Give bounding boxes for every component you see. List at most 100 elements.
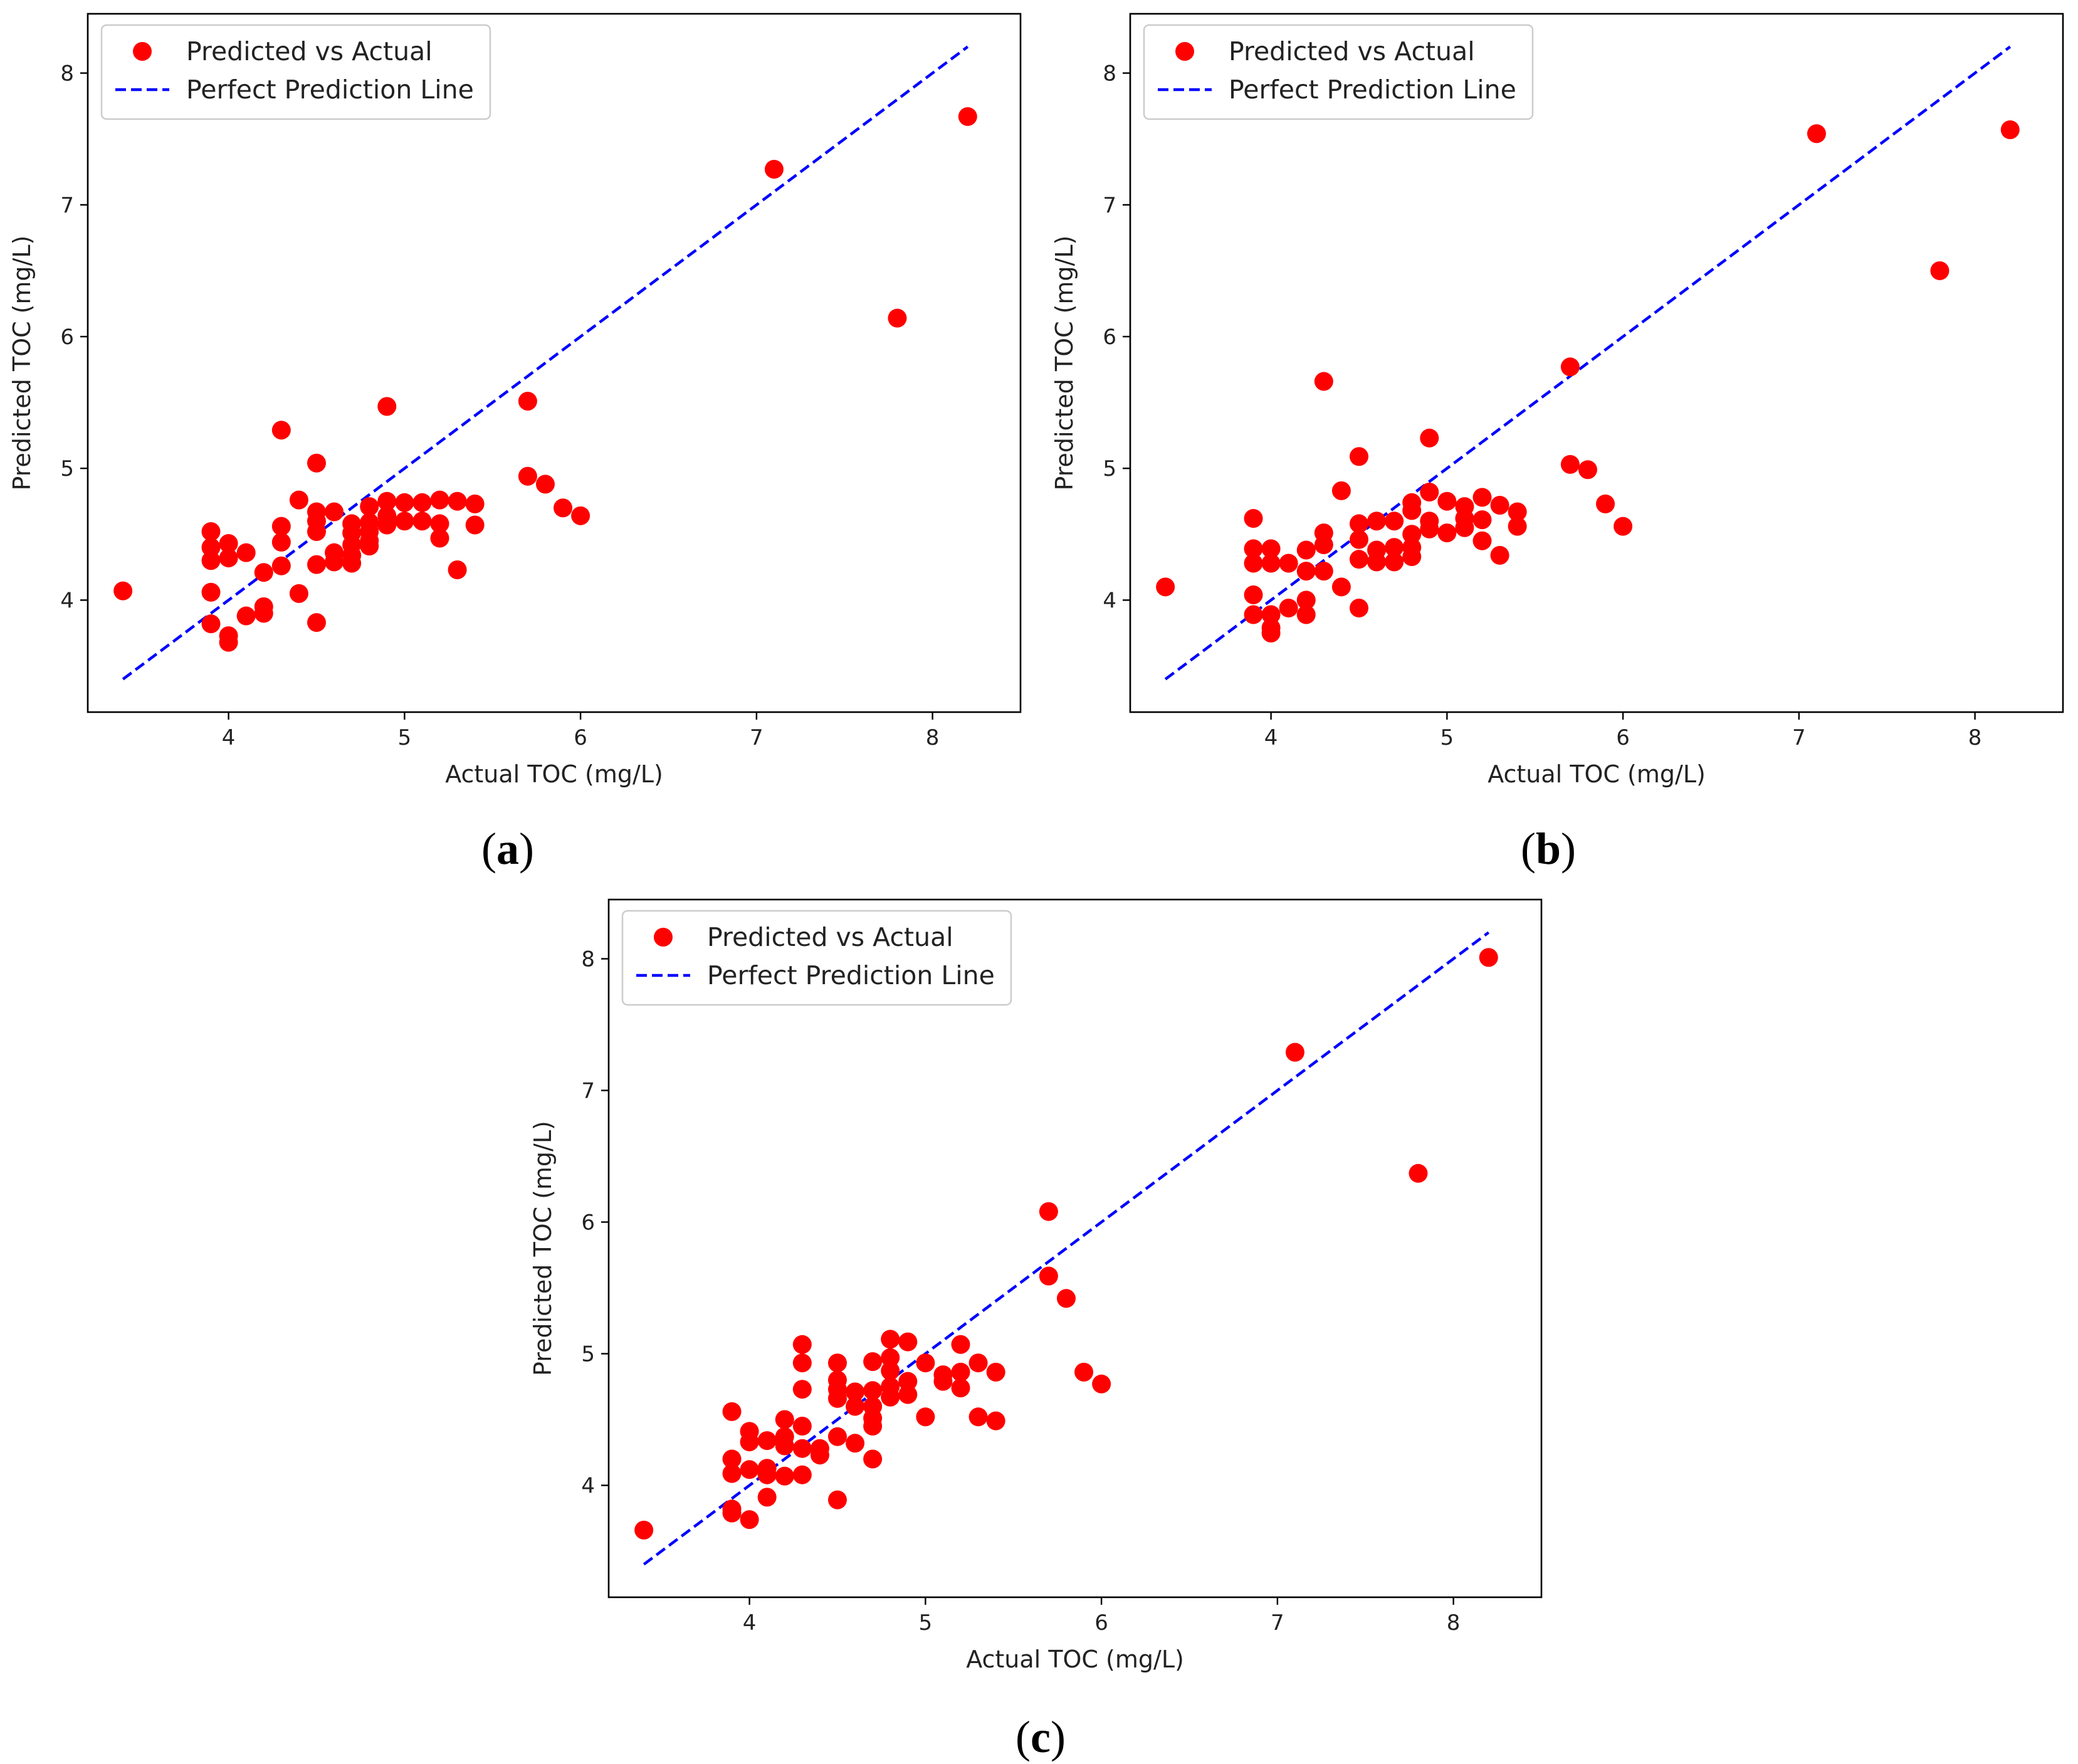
y-tick-label: 5 bbox=[581, 1342, 595, 1367]
data-point bbox=[764, 160, 784, 179]
data-point bbox=[1039, 1266, 1058, 1286]
data-point bbox=[846, 1382, 865, 1402]
data-point bbox=[1296, 562, 1316, 581]
data-point bbox=[1314, 535, 1333, 555]
data-point bbox=[1296, 605, 1316, 624]
data-point bbox=[1367, 512, 1387, 531]
data-point bbox=[958, 107, 977, 126]
panel-letter: b bbox=[1536, 824, 1561, 874]
data-point bbox=[1314, 562, 1333, 581]
x-tick-label: 7 bbox=[1792, 725, 1806, 750]
data-point bbox=[1261, 539, 1281, 559]
data-point bbox=[113, 581, 133, 601]
data-point bbox=[863, 1381, 883, 1400]
y-tick-label: 8 bbox=[581, 947, 595, 972]
data-point bbox=[933, 1372, 953, 1391]
data-point bbox=[1508, 517, 1527, 536]
data-point bbox=[1420, 428, 1439, 448]
y-tick-label: 5 bbox=[1103, 456, 1116, 481]
data-point bbox=[810, 1446, 829, 1465]
panel-caption: (b) bbox=[1521, 824, 1576, 874]
panel-letter: a bbox=[496, 824, 519, 874]
data-point bbox=[827, 1389, 847, 1408]
data-point bbox=[430, 528, 449, 548]
data-point bbox=[201, 614, 221, 634]
data-point bbox=[535, 475, 555, 494]
y-tick-label: 8 bbox=[1103, 61, 1116, 87]
data-point bbox=[740, 1432, 759, 1452]
data-point bbox=[1056, 1289, 1076, 1308]
data-point bbox=[1331, 577, 1351, 597]
data-point bbox=[325, 552, 344, 572]
data-point bbox=[740, 1510, 759, 1530]
data-point bbox=[792, 1353, 812, 1373]
plot-frame bbox=[87, 13, 1022, 713]
data-point bbox=[968, 1353, 988, 1373]
data-point bbox=[307, 555, 326, 574]
legend-box bbox=[621, 910, 1012, 1006]
x-tick-label: 4 bbox=[743, 1610, 757, 1635]
data-point bbox=[846, 1434, 865, 1453]
data-point bbox=[1508, 502, 1527, 522]
data-point bbox=[1285, 1042, 1304, 1062]
data-point bbox=[1614, 517, 1633, 536]
data-point bbox=[792, 1417, 812, 1436]
data-point bbox=[1472, 531, 1492, 550]
panel-caption: (a) bbox=[481, 824, 534, 874]
y-axis-label: Predicted TOC (mg/L) bbox=[529, 1121, 557, 1376]
data-point bbox=[846, 1397, 865, 1416]
data-point bbox=[757, 1431, 777, 1451]
data-point bbox=[1261, 623, 1281, 643]
x-tick-label: 6 bbox=[1094, 1610, 1108, 1635]
data-point bbox=[307, 453, 326, 473]
data-point bbox=[1092, 1374, 1111, 1394]
y-tick-label: 4 bbox=[1103, 588, 1116, 613]
data-point bbox=[1349, 447, 1368, 466]
data-point bbox=[430, 514, 449, 533]
x-tick-label: 8 bbox=[1447, 1610, 1461, 1635]
x-tick-label: 4 bbox=[222, 725, 236, 750]
legend-marker-points bbox=[654, 928, 673, 947]
legend-marker-points bbox=[1175, 42, 1194, 61]
panel-caption: (c) bbox=[1015, 1712, 1066, 1762]
x-tick-label: 7 bbox=[750, 725, 764, 750]
data-point bbox=[1472, 510, 1492, 530]
data-point bbox=[1331, 481, 1351, 500]
data-point bbox=[1244, 605, 1263, 624]
data-point bbox=[881, 1348, 900, 1367]
x-tick-label: 4 bbox=[1264, 725, 1278, 750]
data-point bbox=[1039, 1202, 1058, 1221]
plot-frame bbox=[1129, 13, 2064, 713]
data-point bbox=[881, 1361, 900, 1380]
data-point bbox=[881, 1387, 900, 1407]
x-tick-label: 6 bbox=[1616, 725, 1630, 750]
data-point bbox=[986, 1362, 1005, 1382]
legend-label-points: Predicted vs Actual bbox=[1229, 36, 1475, 66]
data-point bbox=[448, 491, 467, 511]
data-point bbox=[775, 1466, 794, 1486]
data-point bbox=[827, 1353, 847, 1373]
data-point bbox=[377, 491, 397, 511]
y-tick-label: 7 bbox=[581, 1079, 595, 1104]
legend-label-line: Perfect Prediction Line bbox=[186, 75, 474, 105]
data-point bbox=[1244, 539, 1263, 559]
data-point bbox=[342, 554, 362, 573]
data-point bbox=[1279, 598, 1298, 617]
x-tick-label: 8 bbox=[1968, 725, 1982, 750]
y-tick-label: 5 bbox=[60, 456, 74, 481]
x-axis-label: Actual TOC (mg/L) bbox=[445, 760, 663, 788]
data-point bbox=[271, 556, 291, 575]
data-point bbox=[571, 506, 590, 525]
data-point bbox=[951, 1335, 970, 1354]
data-point bbox=[916, 1407, 935, 1427]
data-point bbox=[1261, 605, 1281, 624]
data-point bbox=[1479, 948, 1498, 967]
data-point bbox=[554, 498, 573, 518]
data-point bbox=[775, 1436, 794, 1456]
data-point bbox=[888, 308, 907, 328]
legend-label-line: Perfect Prediction Line bbox=[1229, 75, 1516, 105]
legend: Predicted vs Actual Perfect Prediction Li… bbox=[100, 24, 491, 120]
data-point bbox=[1402, 525, 1422, 544]
data-point bbox=[465, 515, 485, 535]
